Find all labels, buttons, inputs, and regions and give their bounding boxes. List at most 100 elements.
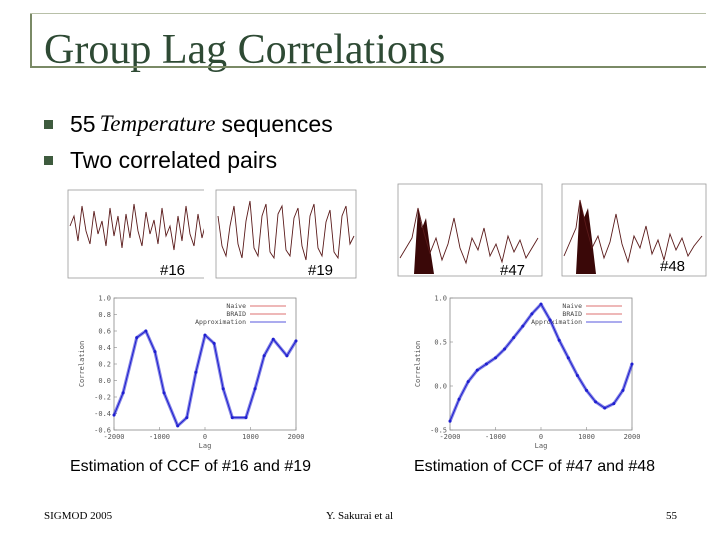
sequence-line-48: [563, 199, 703, 264]
sequence-thumbnail-47: [384, 178, 546, 288]
data-point: [285, 354, 289, 358]
data-point: [162, 391, 166, 395]
y-tick-label: 0.8: [98, 311, 111, 319]
data-point: [484, 362, 488, 366]
data-point: [566, 356, 570, 360]
sequence-label-19: #19: [308, 262, 334, 279]
data-point: [135, 336, 139, 340]
data-point: [153, 350, 157, 354]
data-point: [585, 388, 588, 392]
ccf-chart-16-19: 1.0 0.8 0.6 0.4 0.2 0.0 -0.2 -0.4 -0.6-2000 -1000…: [74, 290, 306, 452]
data-point: [230, 416, 234, 420]
sequence-thumbnail-19: [204, 186, 360, 288]
y-tick-label: 0.2: [98, 361, 111, 369]
series-band: [112, 329, 298, 428]
data-point: [121, 391, 125, 395]
data-point: [457, 397, 461, 401]
data-point: [221, 387, 225, 391]
legend-label: BRAID: [226, 310, 246, 318]
data-point: [503, 347, 507, 351]
data-point: [494, 356, 497, 360]
bullet-1-prefix: 55: [70, 110, 96, 137]
data-point: [475, 368, 479, 372]
data-point: [176, 424, 180, 428]
data-point: [466, 380, 470, 384]
bullet-1-suffix: sequences: [221, 110, 333, 137]
footer-page-number: 55: [666, 510, 677, 522]
data-point: [244, 416, 248, 420]
bullet-list: 55 Temperature sequences Two correlated …: [44, 106, 333, 178]
x-tick-label: -1000: [485, 433, 506, 441]
sequence-line-47: [399, 207, 539, 265]
data-point: [539, 302, 543, 306]
y-tick-label: 0.5: [434, 339, 447, 347]
data-point: [271, 337, 275, 341]
bullet-2-text: Two correlated pairs: [70, 146, 278, 173]
x-tick-label: 0: [203, 433, 207, 441]
data-point: [294, 339, 298, 343]
sequence-label-47: #47: [500, 262, 526, 279]
legend-label: Naive: [226, 302, 246, 310]
sequence-area-47: [414, 208, 434, 274]
data-point: [212, 341, 216, 345]
data-point: [621, 388, 625, 392]
data-point: [521, 324, 525, 328]
sequence-line-16: [69, 203, 213, 251]
data-point: [630, 362, 634, 366]
data-point: [262, 354, 266, 358]
data-point: [575, 373, 579, 377]
x-tick-label: 1000: [578, 433, 595, 441]
footer-authors: Y. Sakurai et al: [326, 510, 394, 522]
data-point: [253, 387, 257, 391]
ccf-caption-16-19: Estimation of CCF of #16 and #19: [70, 458, 312, 475]
x-tick-label: 2000: [288, 433, 305, 441]
data-point: [194, 370, 198, 374]
bullet-1: 55 Temperature sequences: [44, 106, 333, 142]
x-tick-label: -1000: [149, 433, 170, 441]
data-point: [557, 338, 561, 342]
y-tick-label: 1.0: [434, 295, 447, 303]
data-point: [144, 329, 148, 333]
data-point: [603, 406, 607, 410]
y-tick-label: -0.4: [94, 410, 111, 418]
data-point: [112, 413, 116, 417]
slide-title: Group Lag Correlations: [44, 27, 446, 73]
data-point: [594, 400, 598, 404]
legend-label: Naive: [562, 302, 582, 310]
y-tick-label: 0.4: [98, 344, 111, 352]
sequence-thumbnail-16: [56, 186, 218, 288]
y-tick-label: 1.0: [98, 295, 111, 303]
y-tick-label: 0.0: [434, 383, 447, 391]
ccf-caption-47-48: Estimation of CCF of #47 and #48: [414, 458, 656, 475]
ccf-chart-47-48: 1.0 0.5 0.0 -0.5-2000 -1000 0 1000 2000 Lag Corre…: [410, 290, 642, 452]
top-rule: [30, 13, 706, 14]
legend-label: BRAID: [562, 310, 582, 318]
sequence-label-48: #48: [660, 258, 686, 275]
data-point: [612, 402, 616, 406]
data-point: [448, 419, 452, 423]
x-axis-label: Lag: [199, 442, 212, 450]
y-axis-label: Correlation: [78, 341, 86, 387]
square-bullet-icon: [44, 155, 53, 165]
data-point: [185, 416, 189, 420]
sequence-line-19: [217, 200, 355, 261]
x-tick-label: 0: [539, 433, 543, 441]
x-tick-label: -2000: [103, 433, 124, 441]
title-rule-vertical: [30, 14, 32, 66]
legend-label: Approximation: [531, 318, 582, 326]
sequence-label-16: #16: [160, 262, 186, 279]
data-point: [512, 336, 516, 340]
x-tick-label: 2000: [624, 433, 641, 441]
bullet-2: Two correlated pairs: [44, 142, 333, 178]
data-point: [530, 312, 534, 316]
sequence-area-48: [576, 200, 596, 274]
y-tick-label: -0.2: [94, 394, 111, 402]
y-axis-label: Correlation: [414, 341, 422, 387]
x-axis-label: Lag: [535, 442, 548, 450]
title-rule-horizontal: [30, 66, 706, 68]
bullet-1-italic: Temperature: [99, 111, 216, 136]
y-tick-label: -0.5: [430, 427, 447, 435]
footer-conference: SIGMOD 2005: [44, 510, 113, 522]
data-point: [203, 333, 207, 337]
y-tick-label: -0.6: [94, 427, 111, 435]
